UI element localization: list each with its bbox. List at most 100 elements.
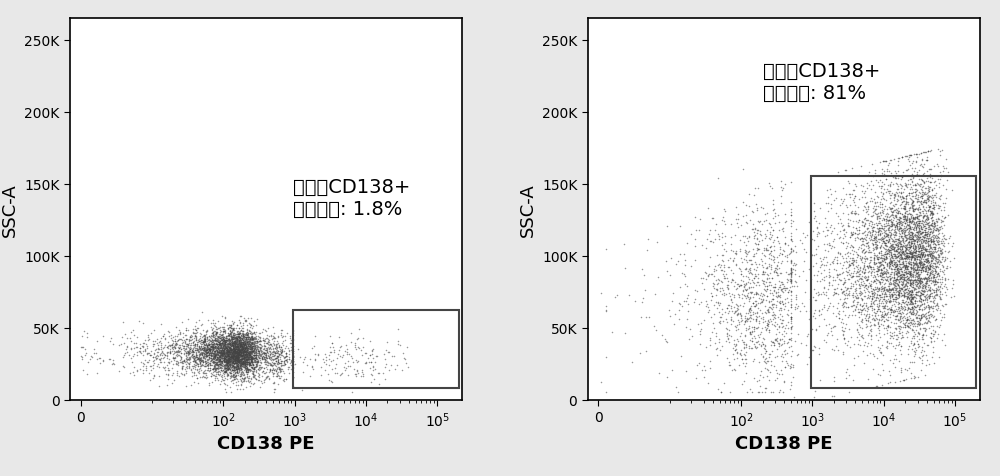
Point	[205, 351, 221, 358]
Point	[224, 338, 240, 346]
Point	[709, 287, 725, 295]
Point	[898, 301, 914, 308]
Point	[917, 217, 933, 224]
Point	[210, 370, 226, 378]
Point	[218, 341, 234, 348]
Point	[757, 260, 773, 268]
Point	[269, 365, 285, 372]
Point	[936, 270, 952, 278]
Point	[753, 298, 769, 306]
Point	[253, 365, 269, 373]
Point	[145, 340, 161, 348]
Point	[254, 380, 270, 387]
Point	[906, 286, 922, 293]
Point	[840, 290, 856, 298]
Point	[894, 173, 910, 181]
Point	[903, 291, 919, 299]
Point	[231, 357, 247, 365]
Point	[928, 316, 944, 324]
Point	[852, 300, 868, 308]
Point	[911, 245, 927, 253]
Point	[913, 259, 929, 267]
Point	[241, 334, 257, 341]
Point	[182, 345, 198, 353]
Point	[905, 316, 921, 324]
Point	[878, 239, 894, 247]
Point	[202, 341, 218, 348]
Point	[230, 350, 246, 358]
Point	[878, 158, 894, 165]
Point	[905, 250, 921, 258]
Point	[835, 239, 851, 247]
Point	[265, 351, 281, 358]
Point	[237, 340, 253, 347]
Point	[188, 327, 204, 335]
Point	[237, 350, 253, 357]
Point	[895, 274, 911, 281]
Point	[924, 353, 940, 361]
Point	[237, 348, 253, 356]
Point	[249, 338, 265, 346]
Point	[898, 231, 914, 239]
Point	[228, 343, 244, 351]
Point	[239, 338, 255, 346]
Point	[242, 353, 258, 361]
Point	[885, 288, 901, 296]
Point	[915, 221, 931, 228]
Point	[910, 373, 926, 381]
Point	[710, 276, 726, 284]
Point	[256, 354, 272, 362]
Point	[225, 325, 241, 333]
Point	[872, 231, 888, 239]
Point	[76, 327, 92, 335]
Point	[885, 276, 901, 284]
Point	[211, 352, 227, 360]
Point	[907, 249, 923, 257]
Point	[869, 287, 885, 295]
Point	[903, 298, 919, 306]
Point	[872, 244, 888, 252]
Point	[236, 333, 252, 340]
Point	[731, 319, 747, 327]
Point	[227, 351, 243, 358]
Point	[201, 339, 217, 347]
Point	[912, 320, 928, 328]
Point	[216, 345, 232, 353]
Point	[887, 223, 903, 231]
Point	[893, 285, 909, 293]
Point	[936, 258, 952, 266]
Point	[748, 250, 764, 258]
Point	[787, 306, 803, 313]
Point	[919, 157, 935, 165]
Point	[231, 350, 247, 357]
Point	[746, 280, 762, 288]
Point	[732, 247, 748, 255]
Point	[273, 327, 289, 335]
Point	[874, 381, 890, 389]
Point	[934, 290, 950, 298]
Point	[927, 279, 943, 287]
Point	[229, 350, 245, 357]
Point	[321, 376, 337, 384]
Point	[212, 358, 228, 366]
Point	[230, 371, 246, 379]
Point	[901, 271, 917, 278]
Point	[836, 336, 852, 343]
Point	[206, 348, 222, 356]
Point	[229, 353, 245, 360]
Point	[898, 245, 914, 252]
Point	[169, 337, 185, 345]
Point	[232, 340, 248, 348]
Point	[900, 177, 916, 185]
Point	[901, 276, 917, 284]
Point	[242, 365, 258, 373]
Point	[845, 243, 861, 251]
Point	[222, 370, 238, 377]
Point	[884, 258, 900, 266]
Point	[857, 282, 873, 289]
Point	[891, 221, 907, 229]
Point	[922, 260, 938, 268]
Point	[832, 259, 848, 267]
Point	[783, 260, 799, 268]
Point	[235, 324, 251, 332]
